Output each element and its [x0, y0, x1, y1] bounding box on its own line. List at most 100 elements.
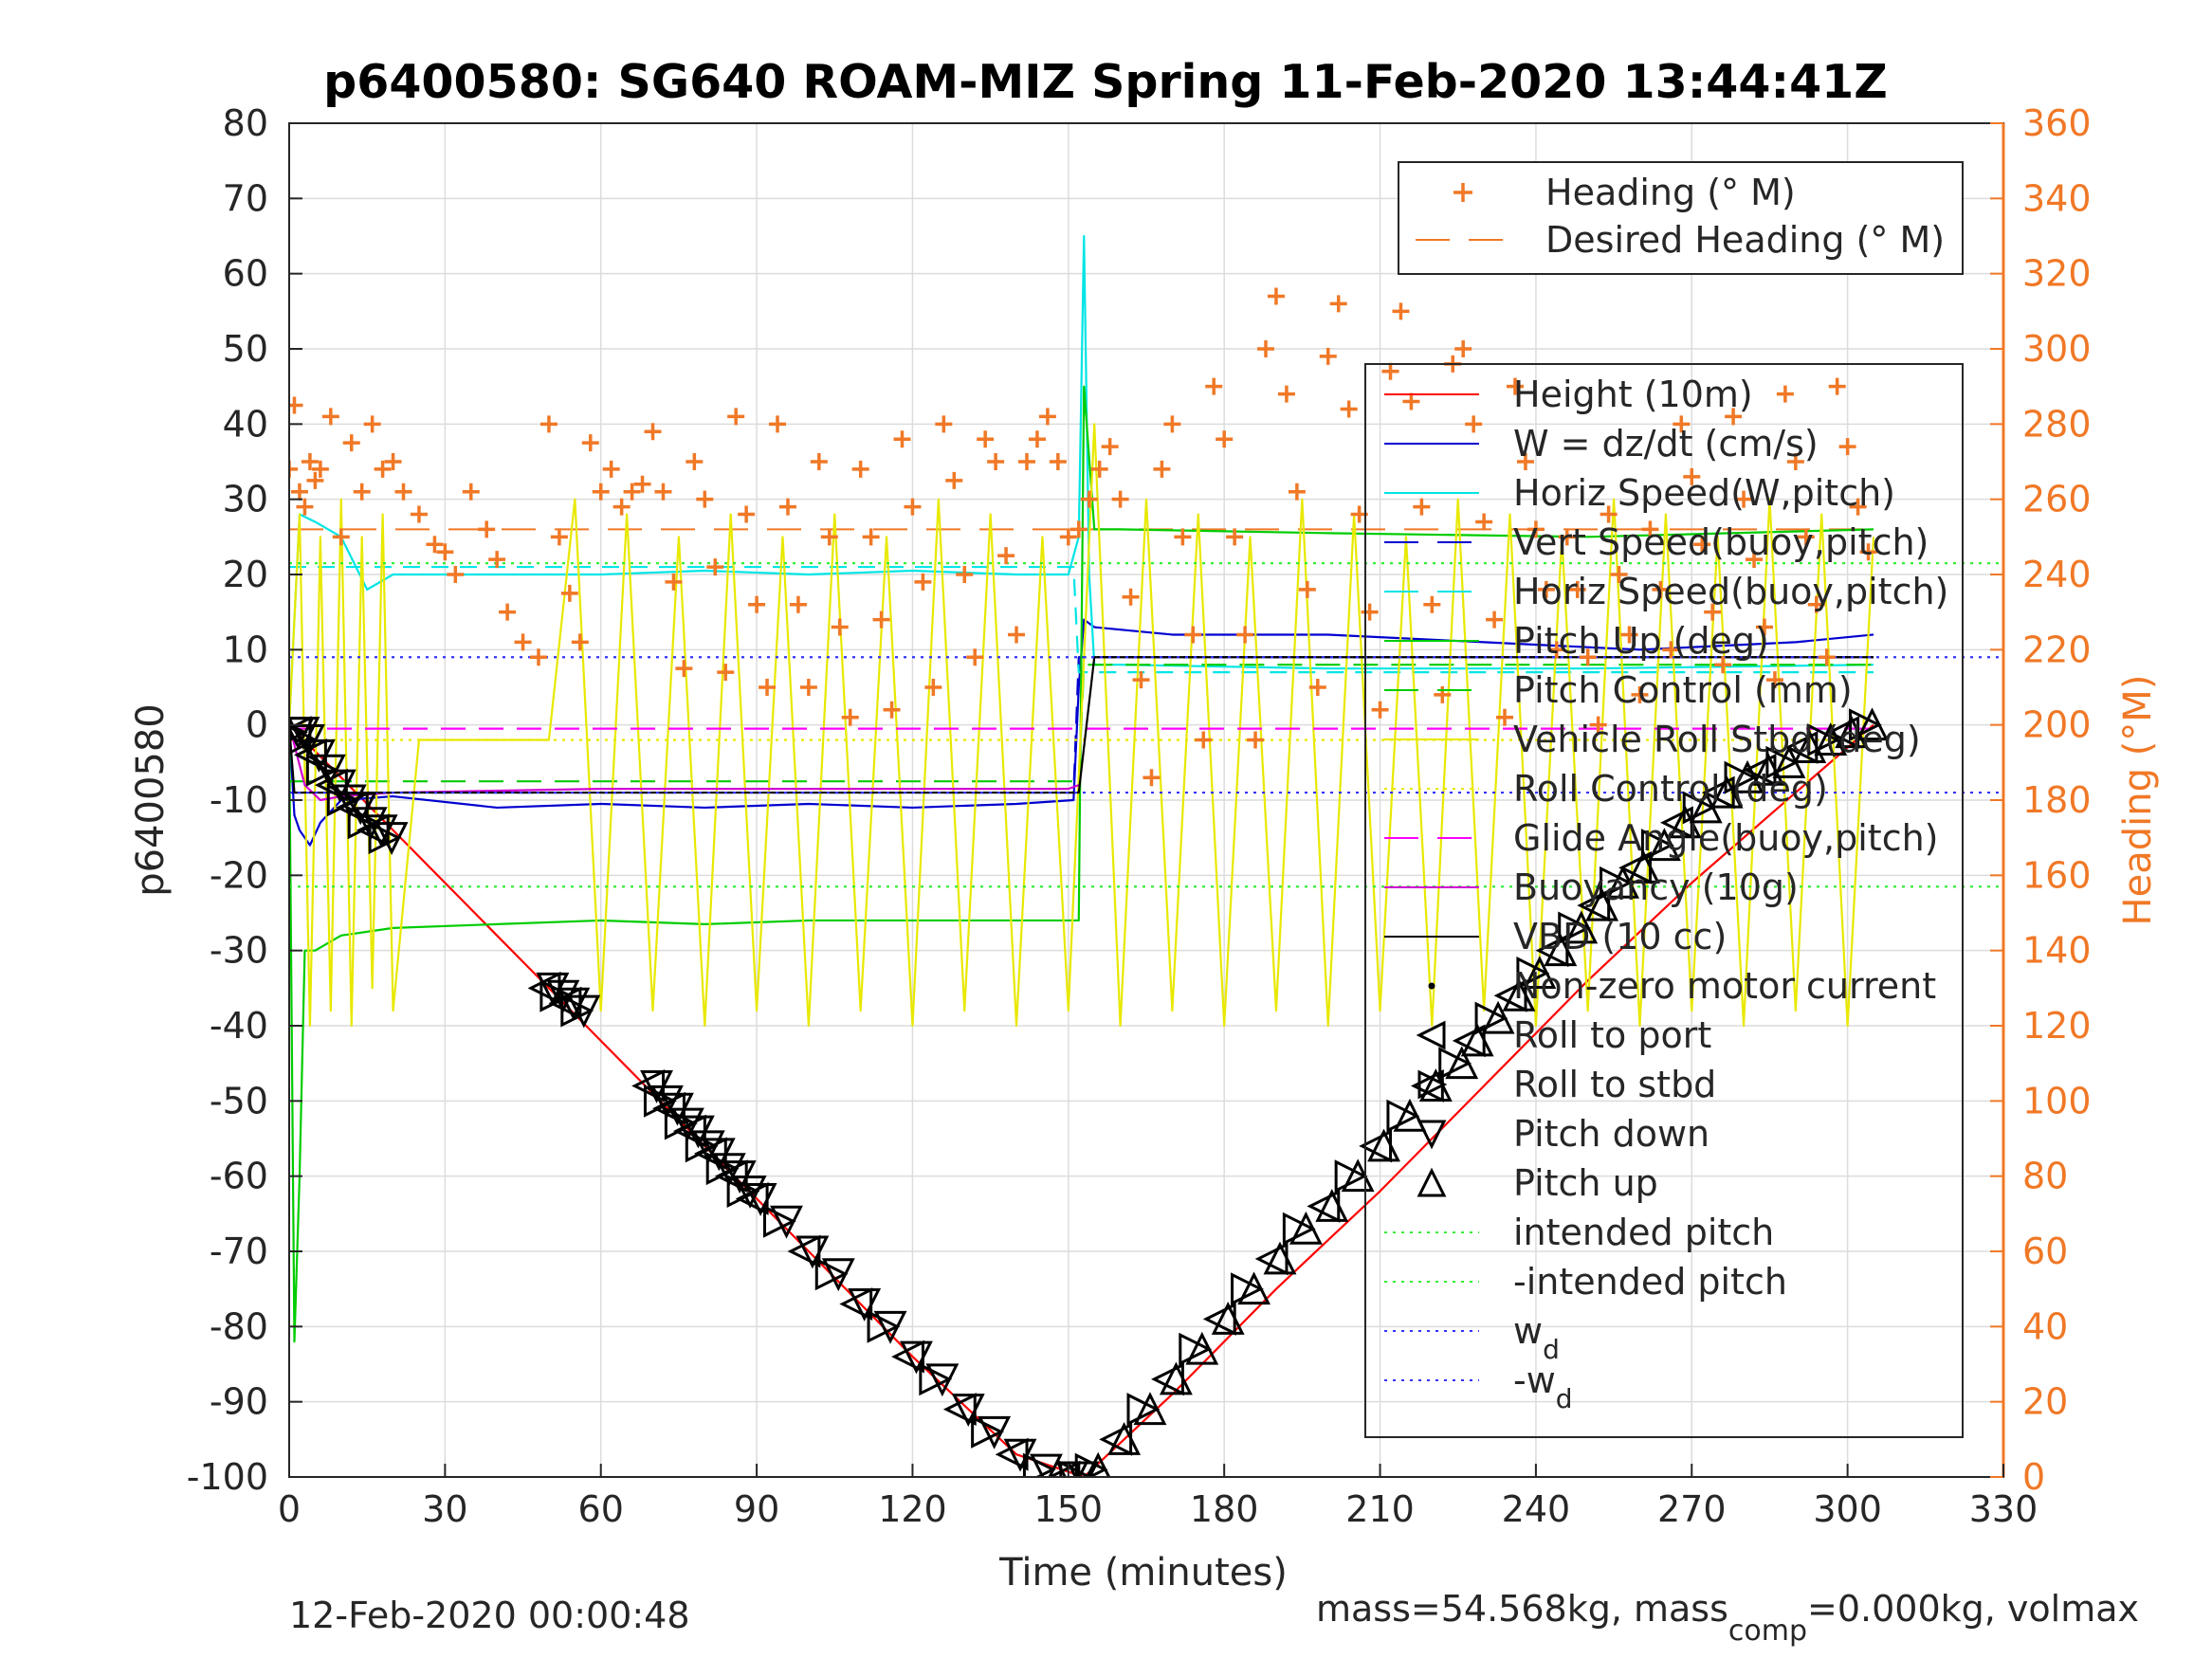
heading-point-89 [1205, 377, 1223, 395]
heading-point-50 [799, 679, 817, 696]
y2-tick-label-18: 0 [2022, 1456, 2045, 1498]
heading-point-141 [1746, 551, 1764, 569]
legend-lower-label-sub-20: d [1556, 1383, 1573, 1414]
descent-pitch-marker-31 [900, 1340, 933, 1375]
chart-title: p6400580: SG640 ROAM-MIZ Spring 11-Feb-2… [323, 55, 1888, 109]
heading-point-144 [1776, 385, 1794, 403]
x-tick-label-11: 330 [1969, 1488, 2038, 1530]
y-tick-label-11: -30 [210, 930, 268, 972]
legend-lower-label-main-2: Horiz Speed(W,pitch) [1513, 472, 1895, 514]
heading-point-78 [1090, 460, 1108, 478]
legend-lower-label-main-17: intended pitch [1513, 1212, 1774, 1253]
y-tick-label-7: 10 [223, 629, 268, 670]
heading-point-142 [1755, 618, 1773, 636]
legend-upper-label-1: Desired Heading (° M) [1545, 219, 1945, 261]
heading-point-91 [1226, 528, 1244, 546]
legend-lower-label-main-3: Vert Speed(buoy,pitch) [1513, 521, 1929, 563]
descent-marker-32 [919, 1362, 953, 1396]
legend-lower-sample-16 [1417, 1167, 1447, 1197]
heading-point-110 [1423, 595, 1441, 613]
heading-point-113 [1454, 340, 1472, 357]
heading-point-60 [904, 498, 922, 516]
x-tick-label-7: 210 [1345, 1488, 1415, 1530]
heading-point-106 [1381, 362, 1399, 380]
heading-point-129 [1620, 626, 1638, 644]
heading-point-14 [394, 483, 412, 501]
heading-point-30 [592, 483, 610, 501]
series-w-dz-dt-cm-s [289, 618, 1874, 847]
y2-tick-label-13: 100 [2022, 1080, 2092, 1121]
y2-tick-label-2: 320 [2022, 253, 2092, 295]
heading-point-149 [1828, 377, 1846, 395]
legend-lower-label-12: Non-zero motor current [1513, 965, 1936, 1007]
footer-mass-main: mass=54.568kg, mass [1316, 1588, 1728, 1630]
legend-upper-sample-0 [1453, 183, 1472, 202]
ascent-pitch-marker-11 [1367, 1128, 1400, 1162]
descent-marker-2 [289, 725, 319, 755]
heading-point-32 [612, 498, 631, 516]
ascent-marker-22 [1600, 866, 1633, 900]
legend-lower-label-6: Pitch Control (mm) [1513, 669, 1853, 711]
heading-point-102 [1340, 400, 1358, 418]
x-tick-label-6: 180 [1190, 1488, 1259, 1530]
descent-marker-28 [814, 1257, 849, 1291]
ascent-marker-16 [1474, 1001, 1508, 1035]
descent-pitch-marker-32 [925, 1363, 960, 1397]
y-tick-label-14: -60 [210, 1156, 268, 1197]
legend-lower-label-main-16: Pitch up [1513, 1162, 1658, 1204]
series-buoyancy-10g [289, 724, 1080, 802]
descent-pitch-marker-35 [1003, 1438, 1037, 1472]
y-tick-label-13: -50 [210, 1080, 268, 1121]
descent-pitch-marker-28 [821, 1258, 855, 1292]
heading-point-36 [654, 483, 672, 501]
legend-lower-label-main-12: Non-zero motor current [1513, 965, 1936, 1007]
legend-lower: Height (10m) W = dz/dt (cm/s) Horiz Speed(… [1364, 363, 1964, 1438]
legend-lower-label-4: Horiz Speed(buoy,pitch) [1513, 571, 1948, 612]
y-tick-label-12: -40 [210, 1005, 268, 1047]
legend-lower-sample-15 [1417, 1120, 1447, 1150]
heading-point-46 [759, 679, 777, 696]
ascent-pitch-marker-17 [1502, 977, 1536, 1012]
heading-point-95 [1267, 287, 1285, 305]
heading-point-76 [1069, 520, 1088, 538]
x-tick-label-3: 90 [734, 1488, 779, 1530]
ascent-marker-34 [1849, 708, 1882, 742]
heading-point-146 [1797, 528, 1815, 546]
heading-point-115 [1475, 513, 1493, 531]
legend-lower-label-13: Roll to port [1513, 1014, 1711, 1056]
ascent-marker-6 [1231, 1272, 1264, 1306]
descent-pitch-marker-18 [670, 1107, 704, 1141]
heading-point-150 [1838, 438, 1856, 456]
legend-lower-label-3: Vert Speed(buoy,pitch) [1513, 521, 1929, 563]
legend-lower-label-7: Vehicle Roll Stbd (deg) [1513, 719, 1921, 760]
heading-point-12 [374, 460, 392, 478]
heading-point-133 [1662, 641, 1680, 659]
heading-point-31 [602, 460, 620, 478]
y-tick-label-10: -20 [210, 854, 268, 896]
heading-point-33 [623, 483, 641, 501]
heading-point-58 [883, 701, 901, 719]
ascent-pitch-marker-31 [1793, 730, 1827, 763]
ascent-pitch-marker-1 [1107, 1421, 1142, 1455]
footer-mass-sub: comp [1728, 1614, 1807, 1648]
ascent-pitch-marker-15 [1460, 1023, 1494, 1057]
legend-lower-label-5: Pitch Up (deg) [1513, 620, 1769, 662]
heading-point-131 [1641, 520, 1659, 538]
heading-point-82 [1132, 671, 1150, 689]
descent-pitch-marker-10 [375, 822, 409, 856]
descent-pitch-marker-16 [650, 1085, 684, 1119]
legend-lower-label-14: Roll to stbd [1513, 1064, 1716, 1105]
legend-upper: Heading (° M) Desired Heading (° M) [1398, 161, 1964, 275]
y-axis-label: p6400580 [129, 703, 173, 897]
ascent-pitch-marker-12 [1393, 1098, 1427, 1132]
ascent-pitch-marker-14 [1445, 1046, 1479, 1080]
heading-point-105 [1371, 701, 1389, 719]
x-tick-label-10: 300 [1813, 1488, 1882, 1530]
heading-point-79 [1101, 438, 1119, 456]
heading-point-18 [447, 566, 465, 583]
descent-pitch-marker-20 [691, 1130, 725, 1164]
heading-point-28 [571, 633, 589, 651]
legend-lower-label-10: Buoyancy (10g) [1513, 866, 1799, 908]
x-tick-label-8: 240 [1502, 1488, 1571, 1530]
